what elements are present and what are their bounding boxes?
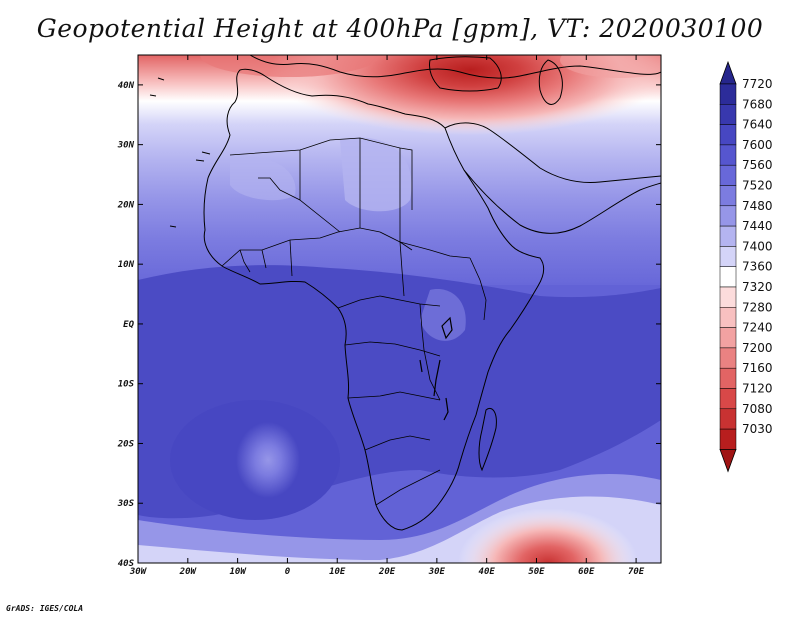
colorbar-swatch <box>719 286 737 308</box>
colorbar-label: 7360 <box>742 260 773 274</box>
x-tick-label: 70E <box>628 567 645 577</box>
map-frame <box>137 54 662 564</box>
x-tick-label: 30W <box>129 567 148 577</box>
northwest-trough <box>200 55 380 77</box>
africa-coastline <box>203 68 545 531</box>
colorbar-swatch <box>719 83 737 105</box>
colorbar-swatch <box>719 205 737 227</box>
x-axis-ticks: 30W 20W 10W 0 10E 20E 30E 40E 50E 60E 70E <box>129 55 645 577</box>
x-tick-label: 20W <box>179 567 198 577</box>
y-tick-label: 40N <box>118 81 135 91</box>
colorbar-label: 7680 <box>742 97 773 111</box>
y-tick-label: 40S <box>118 559 135 569</box>
y-axis-ticks: 40N 30N 20N 10N EQ 10S 20S 30S 40S <box>117 81 661 569</box>
colorbar-swatch <box>719 164 737 186</box>
grads-credit: GrADS: IGES/COLA <box>6 604 84 613</box>
colorbar-label: 7160 <box>742 361 773 375</box>
colorbar-swatch <box>719 225 737 247</box>
colorbar-label: 7120 <box>742 382 773 396</box>
y-tick-label: 30N <box>117 141 135 151</box>
colorbar-label: 7560 <box>742 158 773 172</box>
southwest-vortex <box>236 422 300 498</box>
colorbar-label: 7400 <box>742 239 773 253</box>
colorbar-swatch <box>719 246 737 267</box>
colorbar-label: 7640 <box>742 118 773 132</box>
colorbar-label: 7030 <box>742 422 773 436</box>
colorbar-swatch <box>719 307 737 328</box>
colorbar-swatch <box>719 266 737 288</box>
colorbar-swatch <box>719 367 737 389</box>
arabia-coast-north <box>444 122 661 183</box>
x-tick-label: 20E <box>378 567 396 577</box>
atlantic-islands <box>149 77 211 228</box>
east-africa-highlands <box>420 289 466 341</box>
y-tick-label: 20S <box>117 439 135 449</box>
caspian-coast <box>538 59 563 105</box>
x-tick-label: 30E <box>428 567 446 577</box>
great-lakes <box>419 316 453 421</box>
southern-trough <box>458 508 638 563</box>
colorbar-label: 7240 <box>742 321 773 335</box>
x-tick-label: 10W <box>229 567 247 577</box>
northern-trough <box>270 55 661 135</box>
colorbar-swatch <box>719 144 737 166</box>
x-tick-label: 10E <box>329 567 346 577</box>
colorbar-label: 7600 <box>742 138 773 152</box>
colorbar-swatch <box>719 408 737 430</box>
mediterranean-north-coast <box>249 55 661 79</box>
colorbar-swatch <box>719 327 737 349</box>
colorbar-label: 7480 <box>742 199 773 213</box>
colorbar: 7720 7680 7640 7600 7560 7520 7480 7440 7400 7360… <box>719 60 773 473</box>
colorbar-label: 7440 <box>742 219 773 233</box>
x-tick-label: 50E <box>528 567 545 577</box>
colorbar-label: 7520 <box>742 179 773 193</box>
colorbar-label: 7080 <box>742 402 773 416</box>
y-tick-label: 30S <box>117 499 135 509</box>
sahara-ridge <box>340 137 412 212</box>
colorbar-label: 7280 <box>742 300 773 314</box>
colorbar-swatch <box>719 104 737 125</box>
colorbar-bottom-arrow <box>719 449 737 473</box>
colorbar-swatch <box>719 185 737 207</box>
y-tick-label: 10S <box>118 380 135 390</box>
arabia-coast-south <box>463 169 661 234</box>
colorbar-label: 7200 <box>742 341 773 355</box>
country-borders <box>221 137 487 506</box>
map-field <box>138 55 661 563</box>
colorbar-label: 7720 <box>742 77 773 91</box>
black-sea-coast <box>429 56 502 92</box>
colorbar-top-arrow <box>719 60 737 85</box>
y-tick-label: 10N <box>118 260 135 270</box>
map-title: Geopotential Height at 400hPa [gpm], VT:… <box>36 14 764 43</box>
y-tick-label: 20N <box>117 200 135 210</box>
x-tick-label: 40E <box>479 567 496 577</box>
colorbar-swatch <box>719 428 737 450</box>
colorbar-swatch <box>719 347 737 369</box>
coastlines <box>149 55 661 531</box>
y-tick-label: EQ <box>123 320 134 330</box>
colorbar-label: 7320 <box>742 280 773 294</box>
x-tick-label: 60E <box>578 567 595 577</box>
madagascar-coastline <box>478 407 497 472</box>
colorbar-swatch <box>719 388 737 410</box>
colorbar-swatch <box>719 124 737 146</box>
x-tick-label: 0 <box>285 567 291 577</box>
northeast-trough <box>560 55 661 78</box>
